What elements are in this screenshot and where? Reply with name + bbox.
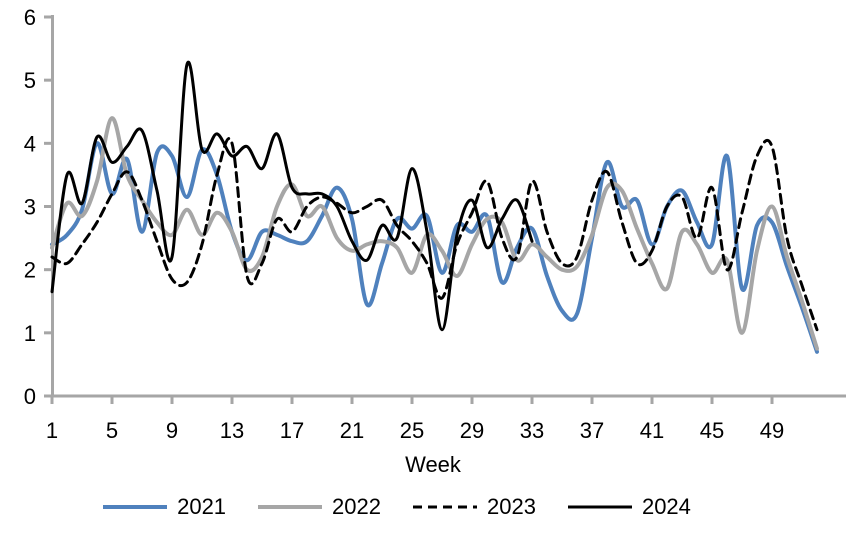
legend-swatch-2023 [413, 505, 477, 509]
x-tick-label: 49 [760, 418, 784, 443]
x-tick-label: 1 [46, 418, 58, 443]
x-axis-title: Week [405, 452, 461, 477]
x-tick-label: 29 [460, 418, 484, 443]
y-tick-label: 5 [24, 68, 36, 93]
x-tick-label: 21 [340, 418, 364, 443]
series-line-2024 [50, 60, 534, 332]
series-line-2022 [50, 116, 819, 351]
x-tick-label: 41 [640, 418, 664, 443]
x-tick-label: 37 [580, 418, 604, 443]
legend-label-2022: 2022 [332, 494, 381, 519]
y-tick-label: 3 [24, 195, 36, 220]
y-tick-label: 0 [24, 384, 36, 409]
chart-legend: 2021 2022 2023 2024 [0, 494, 822, 520]
legend-label-2023: 2023 [487, 494, 536, 519]
x-tick-label: 45 [700, 418, 724, 443]
x-tick-label: 13 [220, 418, 244, 443]
x-tick-label: 17 [280, 418, 304, 443]
legend-item-2022: 2022 [256, 494, 381, 520]
x-tick-label: 9 [166, 418, 178, 443]
legend-label-2024: 2024 [641, 494, 691, 519]
legend-item-2021: 2021 [101, 494, 226, 520]
legend-item-2023: 2023 [411, 494, 536, 520]
x-tick-label: 5 [106, 418, 118, 443]
y-tick-label: 1 [24, 321, 36, 346]
y-tick-label: 6 [24, 5, 36, 30]
legend-swatch-2022 [258, 505, 323, 509]
legend-item-2024: 2024 [566, 494, 691, 520]
y-tick-label: 4 [24, 131, 36, 156]
y-tick-label: 2 [24, 258, 36, 283]
legend-swatch-2021 [103, 505, 168, 509]
legend-label-2021: 2021 [177, 494, 227, 519]
legend-swatch-2024 [567, 505, 632, 509]
x-tick-label: 25 [400, 418, 424, 443]
x-tick-label: 33 [520, 418, 544, 443]
